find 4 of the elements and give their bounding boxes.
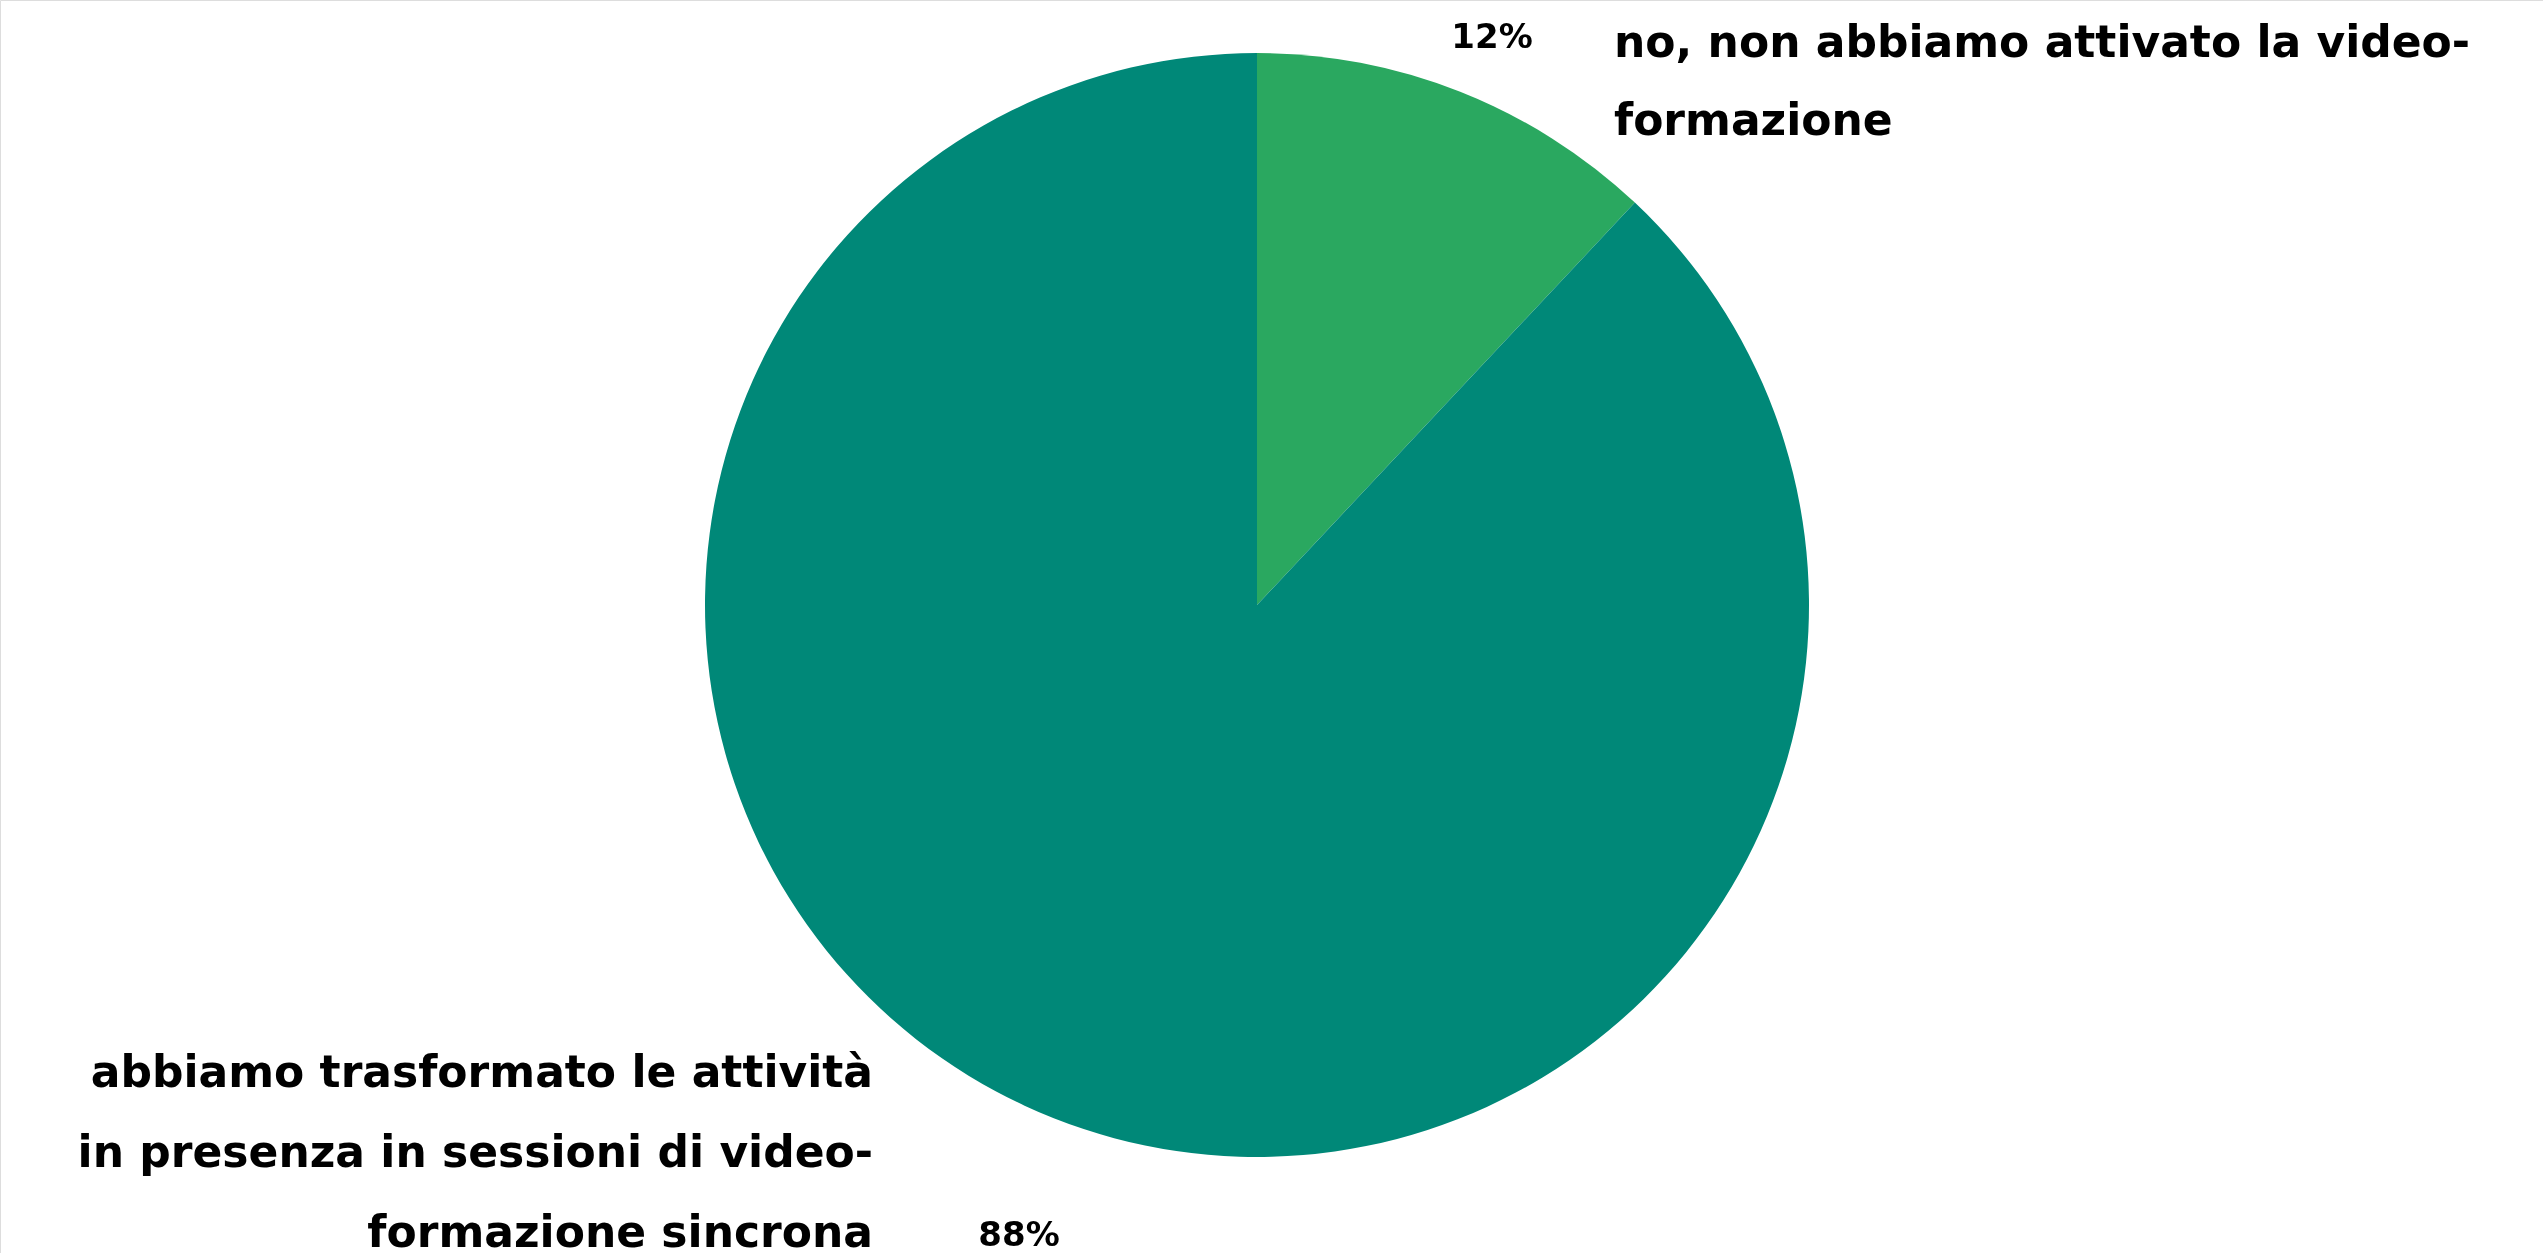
- data-label: 88%: [978, 1214, 1060, 1253]
- slice-label: abbiamo trasformato le attività in presenza in sessioni di video-formazione sincrona: [77, 1046, 873, 1253]
- slice-label: no, non abbiamo attivato la video-formazione: [1614, 16, 2471, 145]
- data-label: 12%: [1451, 16, 1533, 56]
